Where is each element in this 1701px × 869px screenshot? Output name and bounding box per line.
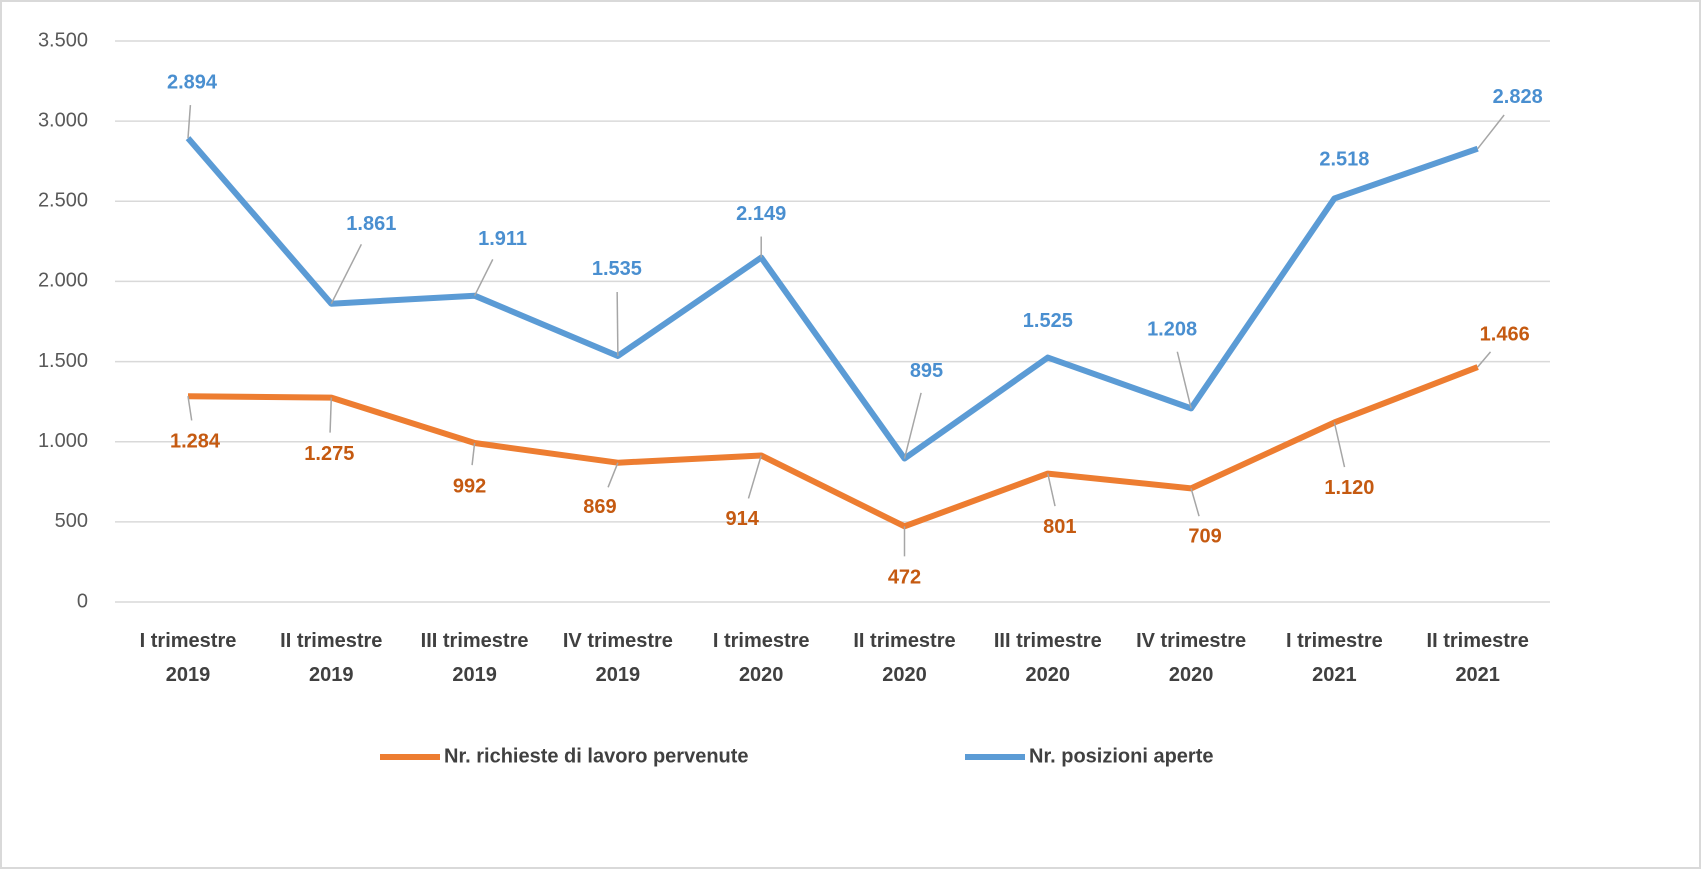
data-label: 895 bbox=[910, 360, 943, 382]
y-tick-label: 1.000 bbox=[38, 430, 88, 452]
data-label: 914 bbox=[726, 508, 760, 530]
x-tick-label: II trimestre 2020 bbox=[853, 630, 956, 686]
data-label: 2.894 bbox=[167, 71, 218, 93]
leader-line bbox=[1477, 351, 1492, 368]
data-label: 869 bbox=[583, 496, 616, 518]
data-label: 1.525 bbox=[1023, 310, 1073, 332]
y-tick-label: 3.000 bbox=[38, 109, 88, 131]
leader-line bbox=[330, 243, 363, 305]
data-label: 1.284 bbox=[170, 430, 221, 452]
y-tick-label: 1.500 bbox=[38, 350, 88, 372]
x-tick-label: III trimestre 2020 bbox=[993, 630, 1102, 686]
data-label: 472 bbox=[888, 567, 921, 589]
leader-line bbox=[473, 259, 494, 297]
x-tick-label: IV trimestre 2019 bbox=[562, 630, 673, 686]
x-tick-label: III trimestre 2019 bbox=[420, 630, 529, 686]
data-label: 709 bbox=[1188, 526, 1221, 548]
legend-label: Nr. richieste di lavoro pervenute bbox=[444, 745, 749, 767]
x-tick-label: IV trimestre 2020 bbox=[1136, 630, 1247, 686]
leader-line bbox=[329, 397, 333, 433]
data-label: 1.208 bbox=[1147, 319, 1197, 341]
series-line bbox=[185, 136, 1479, 462]
x-tick-label: I trimestre 2020 bbox=[712, 630, 810, 686]
leader-line bbox=[903, 392, 922, 459]
x-tick-label: II trimestre 2019 bbox=[280, 630, 383, 686]
data-label: 2.149 bbox=[736, 203, 786, 225]
data-label: 1.535 bbox=[592, 258, 642, 280]
y-tick-label: 2.000 bbox=[38, 270, 88, 292]
data-label: 1.911 bbox=[478, 228, 527, 250]
leader-line bbox=[1190, 488, 1200, 517]
series-line bbox=[187, 364, 1479, 530]
data-label: 2.518 bbox=[1319, 149, 1369, 171]
legend-label: Nr. posizioni aperte bbox=[1029, 745, 1213, 767]
leader-line bbox=[1477, 114, 1505, 150]
leader-line bbox=[1333, 422, 1346, 468]
data-label: 2.828 bbox=[1493, 86, 1543, 108]
leader-line bbox=[616, 291, 619, 356]
x-tick-label: I trimestre 2021 bbox=[1286, 630, 1383, 686]
leader-line bbox=[1047, 473, 1056, 507]
x-tick-label: I trimestre 2019 bbox=[139, 630, 237, 686]
y-tick-label: 0 bbox=[77, 590, 88, 612]
y-tick-label: 3.500 bbox=[38, 29, 88, 51]
leader-line bbox=[187, 105, 192, 139]
y-tick-label: 500 bbox=[55, 510, 88, 532]
y-tick-label: 2.500 bbox=[38, 190, 88, 212]
data-label: 801 bbox=[1043, 516, 1076, 538]
data-label: 1.275 bbox=[304, 443, 354, 465]
x-tick-label: II trimestre 2021 bbox=[1426, 630, 1529, 686]
leader-line bbox=[187, 396, 193, 421]
leader-line bbox=[471, 442, 476, 466]
leader-line bbox=[747, 455, 762, 499]
leader-line bbox=[607, 462, 619, 488]
data-label: 1.466 bbox=[1480, 323, 1530, 345]
leader-line bbox=[1176, 351, 1192, 409]
data-label: 992 bbox=[453, 475, 486, 497]
data-label: 1.861 bbox=[346, 213, 396, 235]
data-label: 1.120 bbox=[1324, 477, 1374, 499]
